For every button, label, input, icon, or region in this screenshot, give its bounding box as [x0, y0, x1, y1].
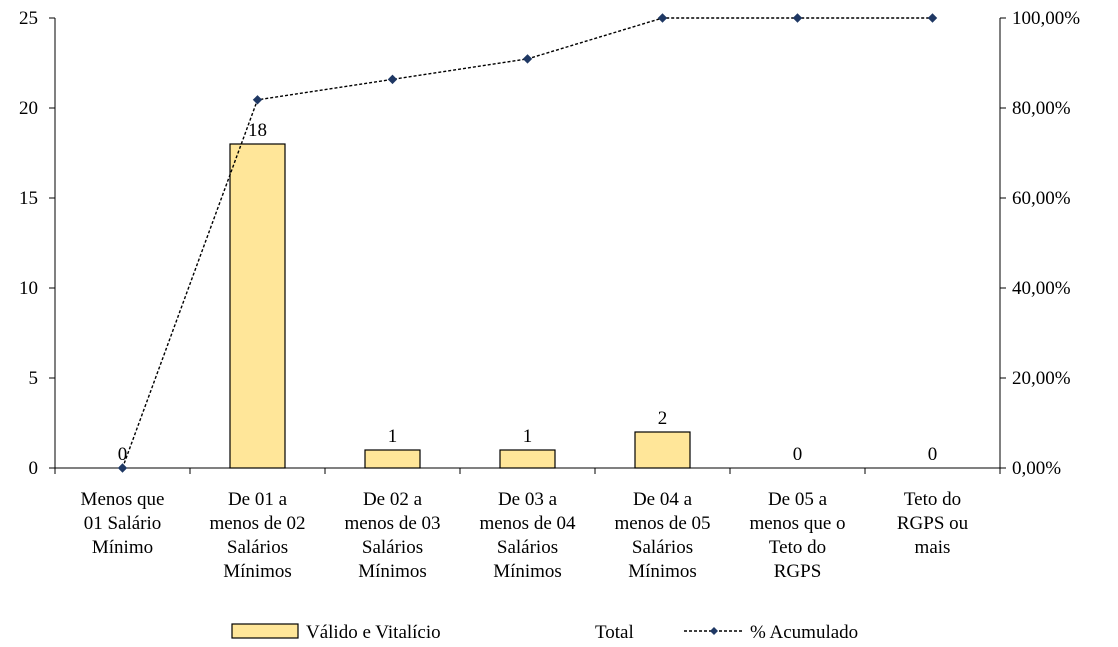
plot-area: 05101520250,00%20,00%40,00%60,00%80,00%1… — [19, 8, 1080, 582]
right-axis-tick-label: 20,00% — [1012, 368, 1071, 389]
left-axis-tick-label: 20 — [19, 98, 38, 119]
left-axis-tick-label: 10 — [19, 278, 38, 299]
cumulative-point — [387, 74, 398, 85]
category-label: Menos que 01 Salário Mínimo — [81, 489, 165, 558]
legend-swatch-bar — [231, 623, 299, 639]
right-axis-tick-label: 100,00% — [1012, 8, 1080, 29]
left-axis-tick-label: 5 — [29, 368, 39, 389]
legend-swatch-marker — [710, 627, 718, 635]
cumulative-point — [657, 13, 668, 23]
left-axis-tick-label: 0 — [29, 458, 39, 479]
bar — [634, 431, 691, 469]
category-label: Teto do RGPS ou mais — [897, 489, 969, 558]
category-label: De 05 a menos que o Teto do RGPS — [749, 489, 845, 582]
bar — [229, 143, 286, 469]
category-label: De 01 a menos de 02 Salários Mínimos — [209, 489, 305, 582]
left-axis-tick-label: 25 — [19, 8, 38, 29]
legend-label-bar: Válido e Vitalício — [306, 622, 441, 643]
right-axis-tick-label: 80,00% — [1012, 98, 1071, 119]
right-axis-tick-label: 0,00% — [1012, 458, 1061, 479]
category-label: De 04 a menos de 05 Salários Mínimos — [614, 489, 710, 582]
right-axis-tick-label: 40,00% — [1012, 278, 1071, 299]
cumulative-point — [927, 13, 938, 23]
legend-label-total: Total — [595, 622, 634, 643]
bar — [364, 449, 421, 469]
bar-data-label: 0 — [928, 444, 938, 465]
bar-data-label: 1 — [523, 426, 533, 447]
bar-data-label: 2 — [658, 408, 668, 429]
cumulative-point — [522, 54, 533, 64]
right-axis-tick-label: 60,00% — [1012, 188, 1071, 209]
legend: Válido e Vitalício Total % Acumulado — [231, 622, 858, 643]
cumulative-point — [252, 95, 263, 105]
bar-data-label: 1 — [388, 426, 398, 447]
bar — [499, 449, 556, 469]
cumulative-point — [792, 13, 803, 23]
bar-data-label: 18 — [248, 120, 267, 141]
category-label: De 03 a menos de 04 Salários Mínimos — [479, 489, 576, 582]
cumulative-point — [117, 463, 128, 473]
legend-label-line: % Acumulado — [750, 622, 858, 643]
bar-data-label: 0 — [118, 444, 128, 465]
category-label: De 02 a menos de 03 Salários Mínimos — [344, 489, 440, 582]
bar-data-label: 0 — [793, 444, 803, 465]
left-axis-tick-label: 15 — [19, 188, 38, 209]
